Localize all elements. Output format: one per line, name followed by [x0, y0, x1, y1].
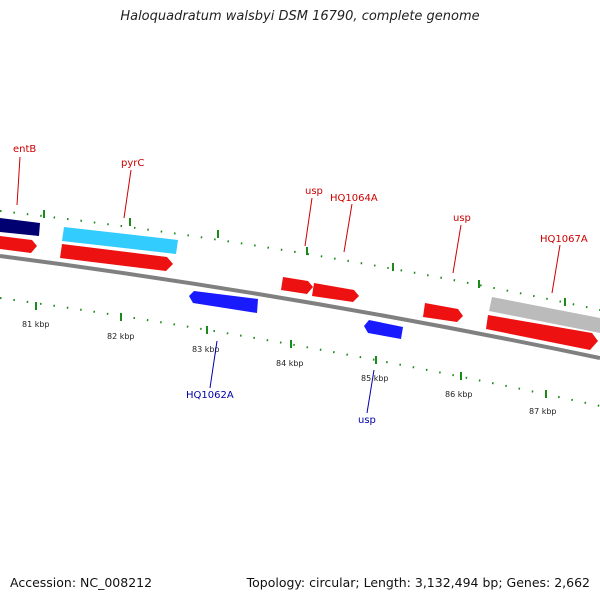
kbp-label-85: 85 kbp — [361, 374, 389, 383]
gene-label-HQ1067A[interactable]: HQ1067A — [540, 234, 588, 245]
kbp-label-81: 81 kbp — [22, 320, 50, 329]
upper-major-ticks — [43, 210, 566, 306]
gene-label-HQ1062A[interactable]: HQ1062A — [186, 390, 234, 401]
cds-reverse-1[interactable] — [189, 291, 258, 313]
genome-summary-text: Topology: circular; Length: 3,132,494 bp… — [246, 575, 590, 590]
cds-forward-4[interactable] — [312, 283, 359, 302]
gene-label-usp-3[interactable]: usp — [358, 415, 376, 426]
kbp-label-84: 84 kbp — [276, 359, 304, 368]
genome-backbone — [0, 254, 600, 360]
lower-major-ticks — [35, 302, 547, 398]
kbp-label-86: 86 kbp — [445, 390, 473, 399]
feature-light-blue-pyrC[interactable] — [62, 227, 178, 254]
feature-gray[interactable] — [489, 297, 600, 333]
cds-forward-1[interactable] — [0, 236, 37, 253]
gene-label-entB[interactable]: entB — [13, 144, 36, 155]
bottom-leader-lines — [209, 340, 375, 414]
cds-reverse-2[interactable] — [364, 320, 403, 339]
kbp-label-82: 82 kbp — [107, 332, 135, 341]
accession-text: Accession: NC_008212 — [10, 575, 153, 590]
cds-forward-3[interactable] — [281, 277, 313, 294]
cds-forward-2[interactable] — [60, 244, 173, 271]
genome-title: Haloquadratum walsbyi DSM 16790, complet… — [120, 9, 480, 24]
cds-forward-5[interactable] — [423, 303, 463, 322]
kbp-label-83: 83 kbp — [192, 345, 220, 354]
gene-label-usp-1[interactable]: usp — [305, 186, 323, 197]
gene-label-HQ1064A[interactable]: HQ1064A — [330, 193, 378, 204]
top-leader-lines — [16, 156, 561, 294]
gene-label-pyrC[interactable]: pyrC — [121, 158, 144, 169]
kbp-label-87: 87 kbp — [529, 407, 557, 416]
feature-dark-blue[interactable] — [0, 218, 40, 236]
cds-forward-6[interactable] — [486, 315, 598, 350]
gene-label-usp-2[interactable]: usp — [453, 213, 471, 224]
